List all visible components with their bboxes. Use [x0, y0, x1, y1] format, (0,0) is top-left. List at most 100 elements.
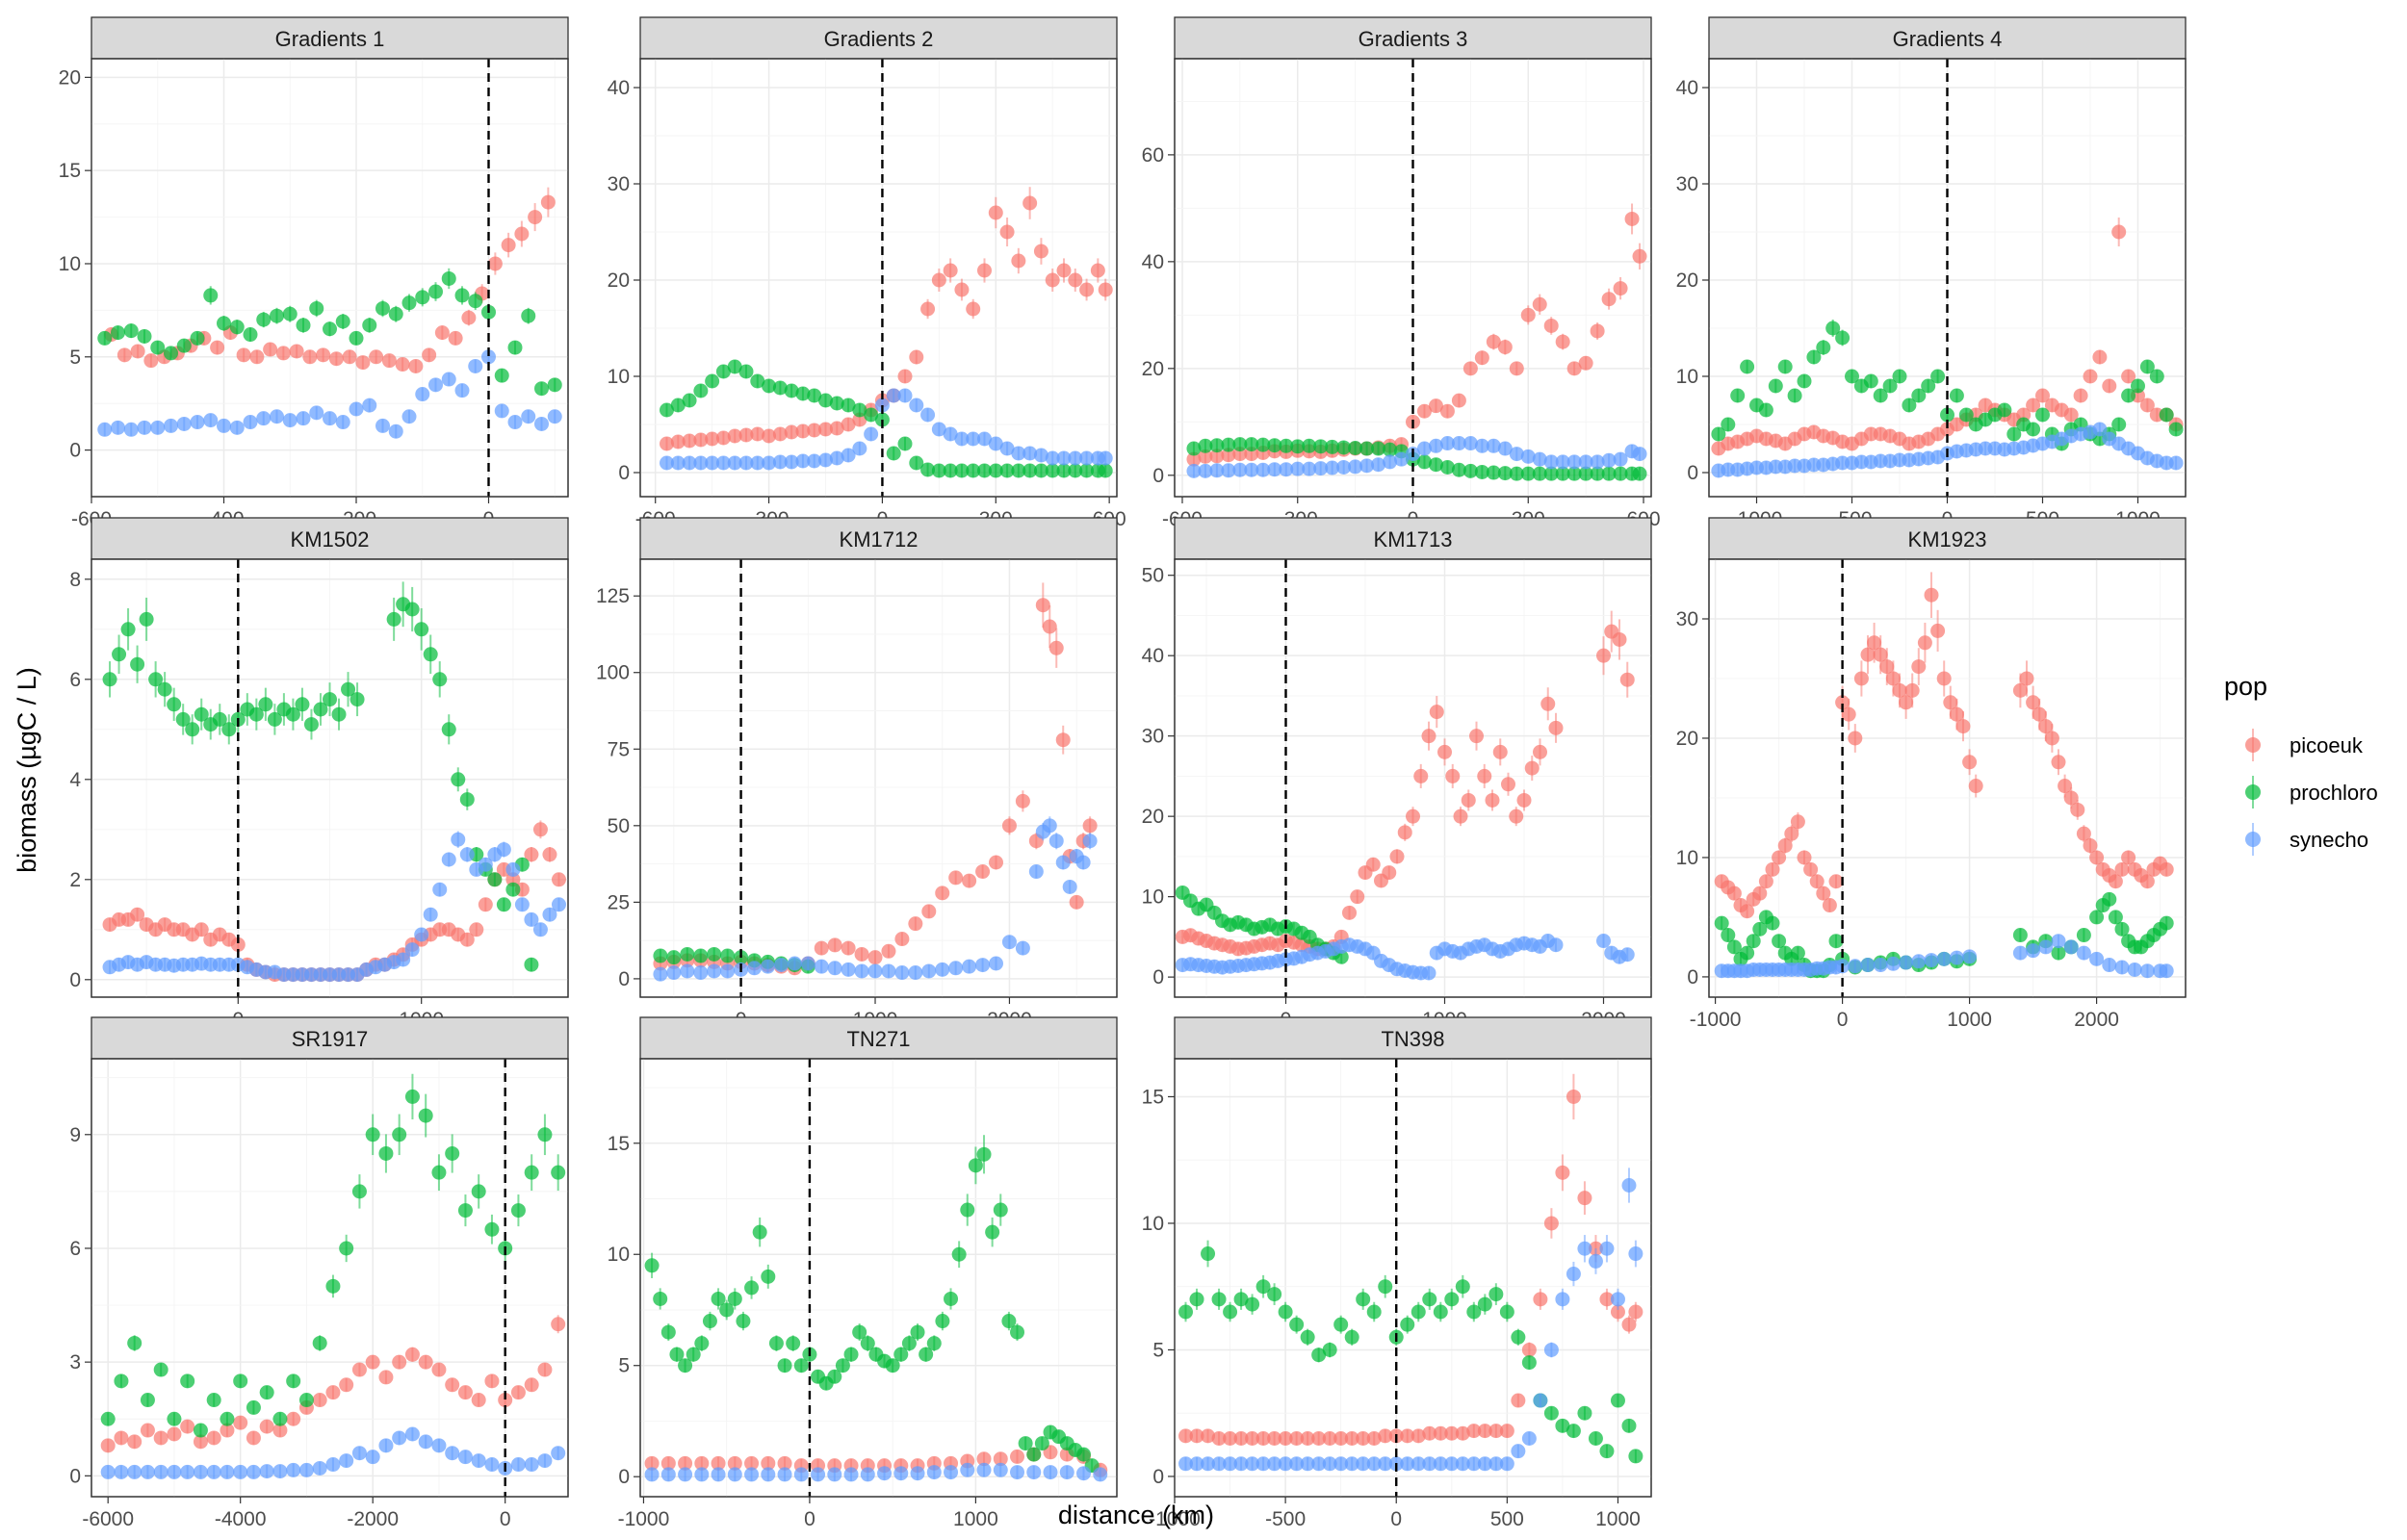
data-point — [1090, 263, 1105, 278]
data-point — [203, 413, 219, 428]
data-point — [2035, 407, 2050, 423]
data-point — [471, 1184, 486, 1199]
data-point — [1469, 729, 1484, 744]
data-point — [1221, 437, 1236, 452]
data-point — [1949, 706, 1964, 722]
data-point — [2012, 682, 2028, 698]
data-point — [1371, 457, 1386, 473]
data-point — [1726, 939, 1742, 955]
data-point — [678, 1467, 693, 1482]
data-point — [948, 961, 964, 976]
data-point — [1543, 1405, 1559, 1421]
data-point — [1043, 1465, 1058, 1480]
data-point — [1344, 1431, 1359, 1447]
data-point — [542, 907, 557, 922]
data-point — [1322, 1342, 1337, 1357]
data-point — [854, 946, 869, 962]
data-point — [316, 347, 331, 363]
data-point — [1555, 454, 1570, 470]
data-point — [707, 946, 722, 962]
facet-strip — [1708, 517, 2187, 560]
data-point — [233, 1415, 248, 1430]
data-point — [921, 963, 937, 979]
data-point — [272, 1411, 288, 1426]
data-point — [1056, 450, 1072, 466]
data-point — [908, 916, 923, 932]
data-point — [854, 963, 869, 979]
data-point — [270, 409, 284, 424]
data-point — [962, 959, 977, 974]
data-point — [1520, 466, 1536, 481]
series-picoeuk — [100, 1315, 566, 1453]
data-point — [408, 358, 424, 373]
data-point — [309, 300, 324, 316]
data-point — [2108, 910, 2123, 925]
data-point — [143, 353, 159, 369]
data-point — [954, 431, 970, 447]
data-point — [2089, 850, 2105, 865]
data-point — [1400, 1456, 1415, 1472]
data-point — [1968, 779, 1983, 794]
data-point — [1411, 1456, 1426, 1472]
data-point — [1899, 955, 1914, 970]
data-point — [325, 1278, 341, 1294]
data-point — [454, 383, 470, 398]
data-point — [852, 1324, 867, 1340]
facet-strip — [91, 16, 569, 60]
data-point — [1371, 441, 1386, 456]
data-point — [1532, 466, 1547, 481]
y-tick-label: 50 — [1142, 565, 1164, 587]
y-tick-label: 15 — [59, 160, 81, 182]
data-point — [1322, 1431, 1337, 1447]
x-tick-label: -2000 — [347, 1508, 399, 1530]
data-point — [1566, 1424, 1581, 1439]
data-point — [365, 1450, 380, 1465]
y-tick-label: 125 — [596, 585, 630, 607]
data-point — [1765, 915, 1780, 931]
data-point — [1056, 263, 1072, 278]
data-point — [750, 426, 765, 442]
data-point — [1911, 659, 1927, 675]
data-point — [1433, 1425, 1448, 1441]
data-point — [298, 1462, 314, 1477]
data-point — [1211, 1431, 1227, 1447]
data-point — [540, 194, 556, 210]
data-point — [542, 847, 557, 862]
data-point — [233, 1373, 248, 1389]
data-point — [230, 937, 246, 952]
panel-border — [639, 1058, 1118, 1498]
data-point — [694, 1336, 710, 1351]
data-point — [1366, 1456, 1382, 1472]
data-point — [944, 1465, 959, 1480]
y-tick-label: 10 — [1142, 886, 1164, 909]
x-tick-label: -6000 — [82, 1508, 134, 1530]
data-point — [1042, 818, 1057, 834]
data-point — [267, 711, 282, 727]
panel-border — [1174, 558, 1652, 998]
data-point — [814, 959, 829, 974]
data-point — [1873, 388, 1888, 403]
data-point — [1621, 1317, 1637, 1332]
data-point — [2006, 426, 2022, 442]
data-point — [1059, 1465, 1074, 1480]
data-point — [1930, 369, 1946, 384]
data-point — [1511, 1444, 1526, 1459]
data-point — [2083, 838, 2098, 854]
data-point — [715, 455, 731, 471]
data-point — [1555, 1418, 1570, 1433]
data-point — [897, 436, 913, 451]
data-point — [1079, 463, 1095, 478]
y-tick-label: 10 — [1676, 847, 1698, 869]
series-prochloro — [1175, 885, 1349, 964]
data-point — [212, 711, 227, 727]
y-tick-label: 20 — [1676, 270, 1698, 292]
x-tick-label: -1000 — [1690, 1009, 1742, 1031]
data-point — [894, 965, 910, 981]
data-point — [864, 407, 879, 423]
data-point — [448, 330, 463, 346]
facet-panel: KM15020100002468 — [69, 517, 569, 1031]
data-point — [1461, 792, 1476, 808]
data-point — [738, 455, 754, 471]
data-point — [977, 463, 992, 478]
axes: -6000 -4000 -2000 0 0 3 6 9 — [69, 1124, 510, 1530]
